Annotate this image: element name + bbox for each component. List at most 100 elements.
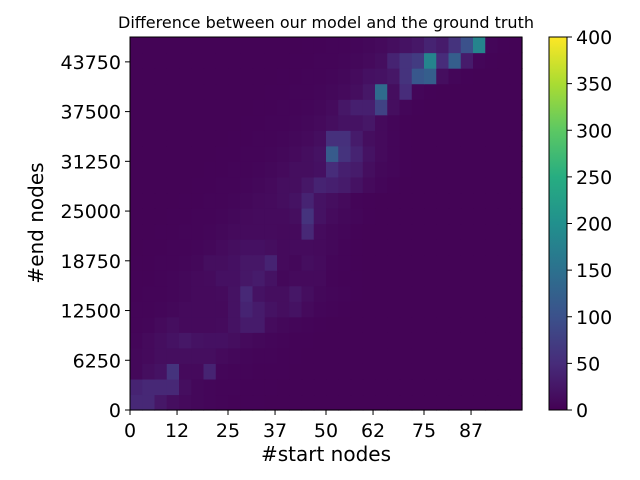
heatmap-cell — [362, 301, 376, 318]
heatmap-cell — [277, 161, 290, 178]
heatmap-cell — [387, 301, 401, 318]
heatmap-cell — [350, 161, 364, 178]
heatmap-cell — [399, 285, 413, 302]
heatmap-cell — [240, 37, 254, 54]
heatmap-cell — [191, 301, 205, 318]
heatmap-cell — [277, 83, 290, 100]
heatmap-cell — [215, 68, 229, 85]
heatmap-cell — [326, 37, 339, 54]
heatmap-cell — [497, 347, 511, 364]
colorbar-tick-label: 300 — [576, 120, 612, 142]
heatmap-cell — [375, 239, 388, 256]
heatmap-cell — [362, 99, 376, 116]
heatmap-cell — [215, 285, 229, 302]
heatmap-cell — [448, 83, 462, 100]
heatmap-cell — [228, 83, 241, 100]
heatmap-cell — [301, 254, 315, 271]
heatmap-cell — [130, 378, 143, 396]
heatmap-cell — [313, 52, 327, 69]
heatmap-cell — [264, 270, 278, 287]
heatmap-cell — [154, 223, 168, 240]
heatmap-cell — [509, 301, 523, 318]
heatmap-cell — [387, 145, 401, 162]
heatmap-cell — [399, 161, 413, 178]
heatmap-cell — [203, 239, 217, 256]
heatmap-cell — [448, 176, 462, 194]
heatmap-cell — [154, 114, 168, 131]
heatmap-cell — [313, 192, 327, 209]
heatmap-cell — [142, 332, 156, 349]
heatmap-cell — [203, 145, 217, 162]
heatmap-cell — [509, 394, 523, 411]
heatmap-cell — [142, 176, 156, 194]
heatmap-cell — [326, 68, 339, 85]
heatmap-cell — [460, 99, 474, 116]
heatmap-cell — [203, 223, 217, 240]
heatmap-cell — [362, 37, 376, 54]
heatmap-cell — [460, 285, 474, 302]
heatmap-cell — [203, 270, 217, 287]
heatmap-cell — [277, 301, 290, 318]
heatmap-cell — [215, 83, 229, 100]
heatmap-cell — [215, 363, 229, 380]
heatmap-cell — [362, 145, 376, 162]
heatmap-cell — [362, 161, 376, 178]
heatmap-cell — [289, 37, 303, 54]
heatmap-cell — [497, 394, 511, 411]
heatmap-cell — [191, 130, 205, 147]
heatmap-cell — [154, 332, 168, 349]
heatmap-cell — [387, 378, 401, 396]
heatmap-cell — [375, 161, 388, 178]
heatmap-cell — [301, 316, 315, 333]
heatmap-cell — [387, 270, 401, 287]
heatmap-cell — [424, 130, 437, 147]
heatmap-cell — [436, 99, 450, 116]
heatmap-cell — [448, 316, 462, 333]
heatmap-cell — [203, 285, 217, 302]
heatmap-cell — [375, 394, 388, 411]
heatmap-cell — [485, 332, 499, 349]
heatmap-cell — [203, 37, 217, 54]
heatmap-cell — [203, 316, 217, 333]
heatmap-cell — [436, 192, 450, 209]
heatmap-cell — [130, 394, 143, 411]
heatmap-cell — [130, 363, 143, 380]
heatmap-cell — [130, 176, 143, 194]
heatmap-cell — [509, 99, 523, 116]
heatmap-cell — [289, 68, 303, 85]
colorbar-tick-label: 200 — [576, 214, 612, 236]
heatmap-cell — [215, 332, 229, 349]
heatmap-cell — [142, 347, 156, 364]
heatmap-cell — [252, 192, 266, 209]
heatmap-cell — [473, 207, 486, 225]
heatmap-cell — [350, 270, 364, 287]
heatmap-cell — [485, 270, 499, 287]
heatmap-cell — [264, 332, 278, 349]
heatmap-cell — [166, 192, 180, 209]
heatmap-cell — [350, 68, 364, 85]
heatmap-cell — [424, 301, 437, 318]
heatmap-cell — [424, 270, 437, 287]
heatmap-cell — [154, 301, 168, 318]
heatmap-cell — [436, 239, 450, 256]
colorbar-tick-label: 100 — [576, 307, 612, 329]
heatmap-cell — [387, 394, 401, 411]
heatmap-cell — [338, 52, 352, 69]
heatmap-cell — [289, 394, 303, 411]
heatmap-cell — [375, 285, 388, 302]
heatmap-cell — [424, 332, 437, 349]
heatmap-cell — [424, 285, 437, 302]
heatmap-cell — [485, 145, 499, 162]
heatmap-cell — [191, 52, 205, 69]
heatmap-cell — [460, 192, 474, 209]
heatmap-cell — [338, 83, 352, 100]
heatmap-cell — [460, 270, 474, 287]
heatmap-cell — [191, 176, 205, 194]
heatmap-cell — [399, 176, 413, 194]
heatmap-cell — [191, 223, 205, 240]
heatmap-cell — [130, 332, 143, 349]
heatmap-cell — [277, 270, 290, 287]
heatmap-cell — [326, 130, 339, 147]
heatmap-cell — [411, 363, 425, 380]
heatmap-cell — [154, 270, 168, 287]
